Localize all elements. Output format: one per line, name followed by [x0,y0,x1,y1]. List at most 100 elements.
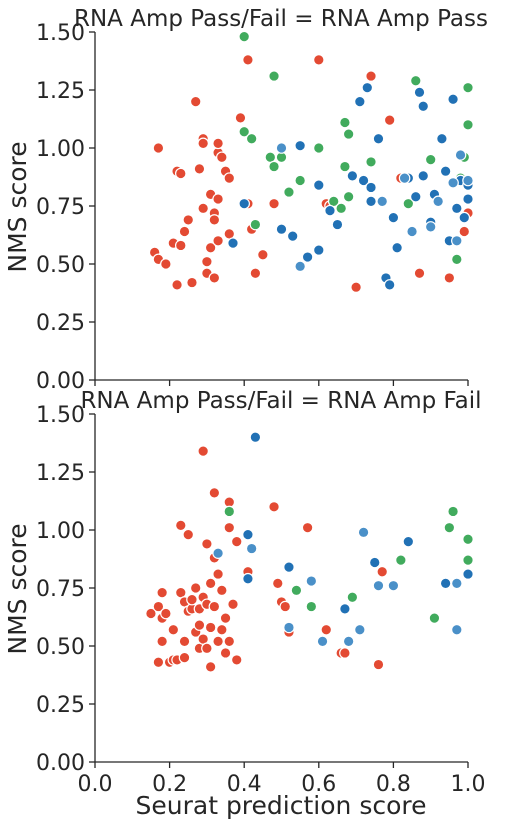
data-point [354,623,366,636]
data-point [152,656,165,669]
y-axis-label-top: NMS score [3,141,32,272]
data-point [156,635,168,648]
data-point [268,160,280,173]
data-point [417,170,430,182]
data-point [275,223,288,235]
y-tick-label: 0.25 [36,311,85,336]
data-point [357,526,370,539]
panel-top: RNA Amp Pass/Fail = RNA Amp Pass NMS sco… [3,6,488,394]
panel-bottom: RNA Amp Pass/Fail = RNA Amp Fail NMS sco… [3,388,486,820]
data-point [406,225,418,238]
data-point [171,279,183,291]
data-point [294,174,306,187]
data-point [275,142,288,154]
data-point [283,621,295,634]
data-point [160,607,172,620]
data-point [462,81,474,94]
data-point [458,225,471,238]
data-point [372,132,385,145]
data-point [365,195,377,208]
data-point [201,255,213,268]
data-point [428,612,441,624]
y-tick-label: 0.25 [36,693,85,718]
data-point [391,241,403,254]
data-point [178,635,191,648]
data-point [182,528,195,541]
x-tick-label: 0.2 [152,772,187,797]
data-point [230,535,243,548]
data-point [201,538,213,550]
y-tick-label: 0.75 [36,577,85,602]
data-point [361,81,374,94]
data-point [301,251,314,263]
data-point [219,647,232,659]
y-tick-label: 0.75 [36,195,85,220]
data-point [271,577,284,590]
data-point [204,661,217,673]
data-point [245,132,258,145]
data-point [339,160,351,173]
data-point [212,137,224,150]
data-point [186,593,198,606]
data-point [387,579,400,592]
y-tick-label: 1.50 [36,403,85,428]
data-point [365,70,377,82]
data-point [268,197,280,210]
data-point [462,174,474,187]
data-point [174,239,187,252]
data-point [223,505,236,518]
data-point [462,119,474,131]
data-point [145,607,157,620]
data-point [462,568,474,580]
data-point [189,95,202,108]
data-point [335,202,347,215]
data-point [436,132,448,145]
data-point [354,95,366,108]
data-point [312,54,325,66]
data-point [174,519,187,532]
data-point [286,230,299,242]
data-point [462,533,474,546]
data-point [383,114,396,126]
data-point [305,600,318,613]
data-point [443,272,456,284]
data-point [242,54,254,66]
data-point [447,93,459,106]
data-point [212,568,224,580]
data-point [402,535,415,548]
data-point [193,619,206,631]
data-point [242,572,254,585]
data-point [413,86,426,99]
data-point [204,621,217,634]
data-point [451,202,463,215]
data-point [409,74,422,87]
data-point [301,521,314,534]
data-point [197,445,209,457]
data-point [451,623,463,636]
y-tick-label: 1.25 [36,79,85,104]
y-tick-label: 0.50 [36,635,85,660]
data-point [346,591,359,604]
data-point [339,647,351,659]
panel-title-bottom: RNA Amp Pass/Fail = RNA Amp Fail [80,388,481,414]
data-point [312,244,325,256]
data-point [223,521,236,534]
data-point [189,582,202,594]
data-point [372,658,385,671]
data-point [212,547,224,559]
y-tick-label: 1.00 [36,137,85,162]
data-point [249,267,262,280]
data-point [316,635,329,648]
data-point [462,554,474,566]
data-point [223,635,236,648]
data-point [320,623,333,636]
data-point [219,612,232,624]
y-tick-label: 0.00 [36,369,85,394]
x-tick-label: 0.6 [301,772,336,797]
points-bottom [145,431,474,673]
data-point [216,584,228,597]
data-point [312,179,325,191]
data-point [357,174,370,187]
data-point [439,577,452,590]
